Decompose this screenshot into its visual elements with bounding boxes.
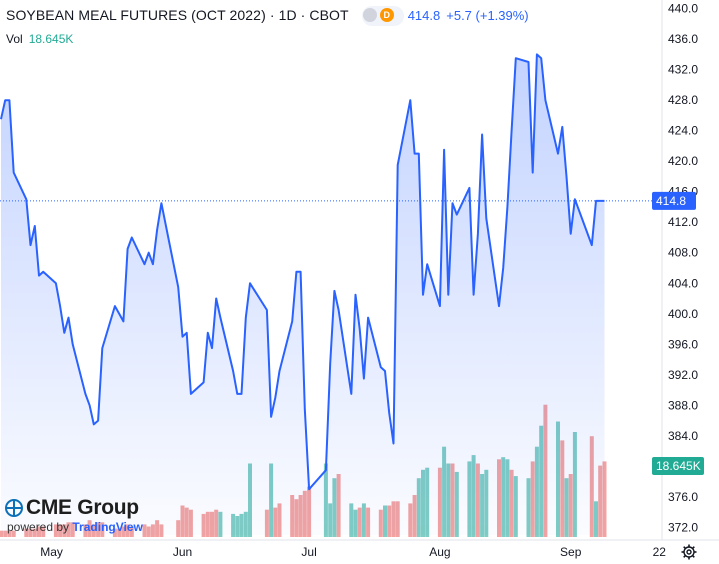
powered-by-text: powered by: [7, 520, 70, 534]
time-tick-label: May: [40, 545, 63, 559]
price-tick-label: 404.0: [668, 276, 698, 290]
logo-text: CME Group: [26, 496, 139, 519]
volume-label-name: Vol: [6, 32, 23, 46]
price-area-fill: [1, 54, 605, 536]
price-tick-label: 400.0: [668, 307, 698, 321]
price-tick-label: 436.0: [668, 32, 698, 46]
price-line: [0, 53, 605, 491]
price-tick-label: 420.0: [668, 154, 698, 168]
delay-badge[interactable]: D: [379, 8, 394, 22]
time-tick-label: Jun: [173, 545, 192, 559]
price-tick-label: 388.0: [668, 398, 698, 412]
volume-legend: Vol 18.645K: [6, 32, 73, 46]
eye-icon[interactable]: [362, 8, 377, 22]
price-tick-label: 376.0: [668, 490, 698, 504]
price-axis[interactable]: 372.0376.0380.0384.0388.0392.0396.0400.0…: [661, 0, 698, 540]
tradingview-text: TradingView: [72, 520, 143, 534]
price-tick-label: 372.0: [668, 520, 698, 534]
time-tick-label: 22: [653, 545, 667, 559]
price-tick-label: 408.0: [668, 246, 698, 260]
price-tick-label: 384.0: [668, 429, 698, 443]
price-tick-label: 440.0: [668, 2, 698, 16]
time-axis[interactable]: May Jun Jul Aug Sep 22: [0, 539, 719, 559]
price-tick-label: 396.0: [668, 337, 698, 351]
chart-header: SOYBEAN MEAL FUTURES (OCT 2022) · 1D · C…: [6, 7, 529, 23]
price-tick-label: 432.0: [668, 63, 698, 77]
powered-by[interactable]: powered by TradingView: [7, 520, 143, 534]
volume-label: 18.645K: [652, 457, 704, 475]
cme-globe-icon: [5, 499, 23, 517]
last-price-label-text: 414.8: [656, 194, 686, 208]
price-tick-label: 424.0: [668, 124, 698, 138]
price-tick-label: 428.0: [668, 93, 698, 107]
time-tick-label: Aug: [429, 545, 450, 559]
gear-icon[interactable]: [681, 544, 697, 560]
volume-value: 18.645K: [28, 32, 74, 46]
last-price-label: 414.8: [652, 191, 696, 210]
price-tick-label: 392.0: [668, 368, 698, 382]
time-tick-label: Jul: [301, 545, 316, 559]
last-price: 414.8: [407, 7, 441, 23]
time-tick-label: Sep: [560, 545, 582, 559]
cme-logo[interactable]: CME Group: [4, 496, 139, 520]
price-tick-label: 412.0: [668, 215, 698, 229]
symbol-title[interactable]: SOYBEAN MEAL FUTURES (OCT 2022) · 1D · C…: [6, 7, 349, 23]
volume-label-text: 18.645K: [656, 459, 701, 473]
price-change: +5.7 (+1.39%): [446, 7, 529, 23]
